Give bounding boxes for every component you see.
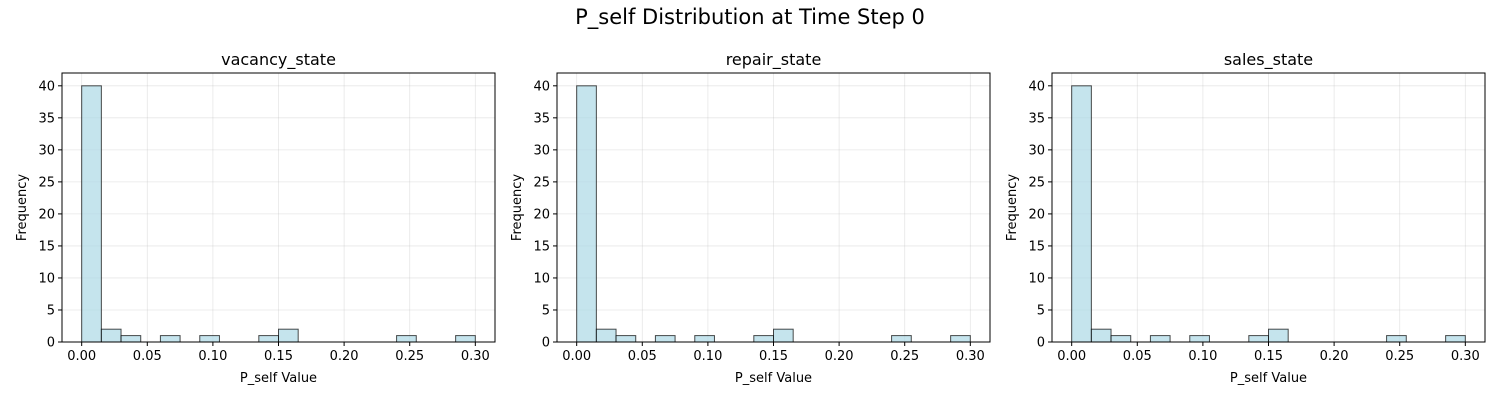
x-tick-label: 0.05 xyxy=(133,349,162,364)
y-tick-label: 10 xyxy=(533,271,550,286)
y-tick-label: 35 xyxy=(1028,111,1045,126)
y-tick-label: 0 xyxy=(47,336,55,351)
histogram-bar xyxy=(595,328,617,343)
histogram-bar xyxy=(1090,328,1112,343)
histogram-bar xyxy=(1386,335,1407,343)
x-axis-label: P_self Value xyxy=(735,371,812,386)
x-tick-label: 0.10 xyxy=(198,349,227,364)
x-tick-label: 0.00 xyxy=(67,349,96,364)
panel-title: repair_state xyxy=(726,50,822,70)
x-tick-label: 0.25 xyxy=(1385,349,1414,364)
x-tick-label: 0.30 xyxy=(461,349,490,364)
grid xyxy=(1052,73,1485,343)
y-tick-label: 30 xyxy=(1028,143,1045,158)
y-tick-label: 25 xyxy=(1028,175,1045,190)
histogram-panel-vacancy-state: vacancy_state P_self Value Frequency 0.0… xyxy=(15,50,496,386)
histogram-bar xyxy=(278,328,299,343)
x-tick-label: 0.05 xyxy=(628,349,657,364)
histogram-bar xyxy=(199,335,220,343)
histogram-bar xyxy=(1110,335,1132,343)
y-tick-label: 10 xyxy=(38,271,55,286)
x-tick-label: 0.00 xyxy=(1057,349,1086,364)
y-tick-label: 25 xyxy=(38,175,55,190)
figure-title: P_self Distribution at Time Step 0 xyxy=(575,5,925,30)
histogram-bar xyxy=(576,85,597,343)
x-tick-label: 0.15 xyxy=(1254,349,1283,364)
grid xyxy=(557,73,990,343)
histogram-bar xyxy=(120,335,142,343)
histogram-bars xyxy=(81,85,476,343)
x-tick-label: 0.25 xyxy=(395,349,424,364)
y-axis-label: Frequency xyxy=(510,174,525,241)
y-tick-label: 35 xyxy=(533,111,550,126)
y-tick-label: 40 xyxy=(38,79,55,94)
x-tick-label: 0.10 xyxy=(1188,349,1217,364)
y-tick-label: 0 xyxy=(1037,336,1045,351)
x-tick-label: 0.30 xyxy=(1451,349,1480,364)
y-tick-label: 35 xyxy=(38,111,55,126)
y-tick-label: 0 xyxy=(542,336,550,351)
panel-title: vacancy_state xyxy=(221,50,336,70)
y-tick-label: 20 xyxy=(533,207,550,222)
x-tick-label: 0.05 xyxy=(1123,349,1152,364)
y-tick-label: 30 xyxy=(38,143,55,158)
y-tick-label: 10 xyxy=(1028,271,1045,286)
x-axis-label: P_self Value xyxy=(1230,371,1307,386)
histogram-bar xyxy=(159,335,181,343)
y-tick-label: 15 xyxy=(38,239,55,254)
histogram-bar xyxy=(773,328,794,343)
histogram-bar xyxy=(891,335,912,343)
histogram-panel-sales-state: sales_state P_self Value Frequency 0.00 0… xyxy=(1005,50,1486,386)
x-tick-label: 0.15 xyxy=(264,349,293,364)
x-tick-label: 0.30 xyxy=(956,349,985,364)
x-tick-label: 0.10 xyxy=(693,349,722,364)
x-tick-label: 0.00 xyxy=(562,349,591,364)
y-tick-label: 20 xyxy=(38,207,55,222)
x-tick-label: 0.20 xyxy=(330,349,359,364)
y-tick-label: 5 xyxy=(47,303,55,318)
histogram-bar xyxy=(1445,335,1466,343)
y-tick-label: 5 xyxy=(1037,303,1045,318)
histogram-bars xyxy=(576,85,971,343)
histogram-bar xyxy=(615,335,637,343)
histogram-bar xyxy=(694,335,715,343)
histogram-bar xyxy=(1149,335,1171,343)
histogram-bar xyxy=(654,335,676,343)
histogram-bar xyxy=(100,328,122,343)
histogram-bar xyxy=(81,85,102,343)
grid xyxy=(62,73,495,343)
histogram-bar xyxy=(455,335,476,343)
y-tick-label: 15 xyxy=(533,239,550,254)
x-tick-label: 0.25 xyxy=(890,349,919,364)
x-tick-label: 0.20 xyxy=(825,349,854,364)
y-tick-label: 5 xyxy=(542,303,550,318)
histogram-panel-repair-state: repair_state P_self Value Frequency 0.00… xyxy=(510,50,991,386)
histogram-bar xyxy=(1071,85,1092,343)
y-tick-label: 30 xyxy=(533,143,550,158)
y-axis-label: Frequency xyxy=(1005,174,1020,241)
histogram-bar xyxy=(396,335,417,343)
y-tick-label: 20 xyxy=(1028,207,1045,222)
y-tick-label: 40 xyxy=(1028,79,1045,94)
y-tick-label: 25 xyxy=(533,175,550,190)
histogram-bar xyxy=(1248,335,1270,343)
x-tick-label: 0.15 xyxy=(759,349,788,364)
histogram-bar xyxy=(950,335,971,343)
histogram-bar xyxy=(1268,328,1289,343)
x-axis-label: P_self Value xyxy=(240,371,317,386)
histogram-bar xyxy=(1189,335,1210,343)
histogram-bar xyxy=(753,335,774,343)
panel-title: sales_state xyxy=(1224,50,1313,70)
x-tick-label: 0.20 xyxy=(1320,349,1349,364)
histogram-bar xyxy=(258,335,279,343)
y-axis-label: Frequency xyxy=(15,174,30,241)
y-tick-label: 40 xyxy=(533,79,550,94)
y-tick-label: 15 xyxy=(1028,239,1045,254)
